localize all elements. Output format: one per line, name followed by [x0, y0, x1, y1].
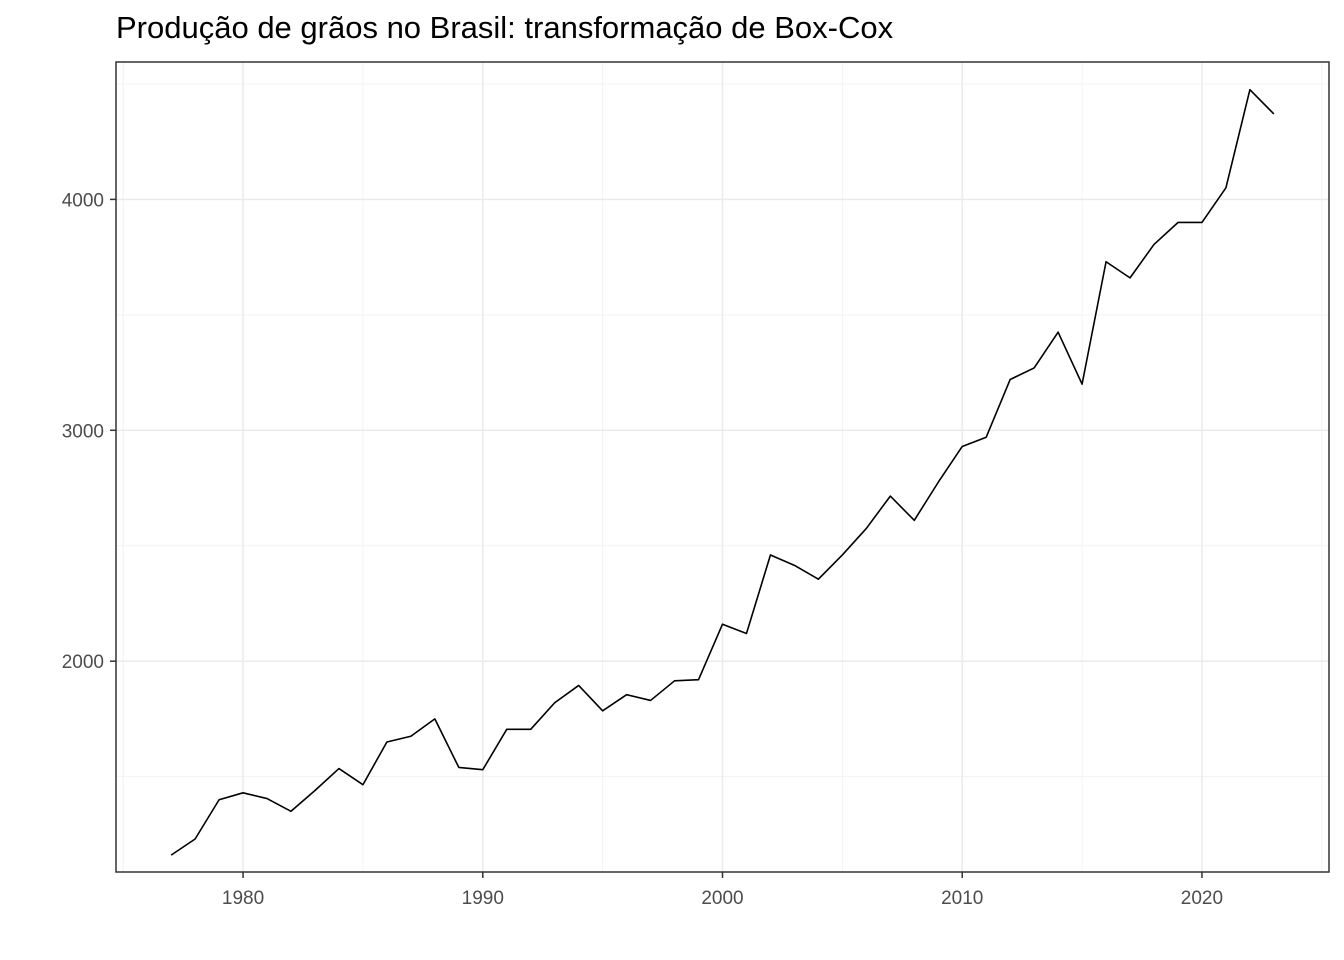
- y-tick-label: 4000: [62, 190, 104, 211]
- x-tick-label: 2020: [1181, 888, 1223, 909]
- chart-title: Produção de grãos no Brasil: transformaç…: [116, 10, 894, 45]
- x-tick-label: 1990: [462, 888, 504, 909]
- y-tick-label: 2000: [62, 652, 104, 673]
- x-tick-label: 2000: [701, 888, 743, 909]
- y-tick-label: 3000: [62, 421, 104, 442]
- series-line: [170, 88, 1275, 856]
- x-tick-label: 1980: [222, 888, 264, 909]
- x-tick-label: 2010: [941, 888, 983, 909]
